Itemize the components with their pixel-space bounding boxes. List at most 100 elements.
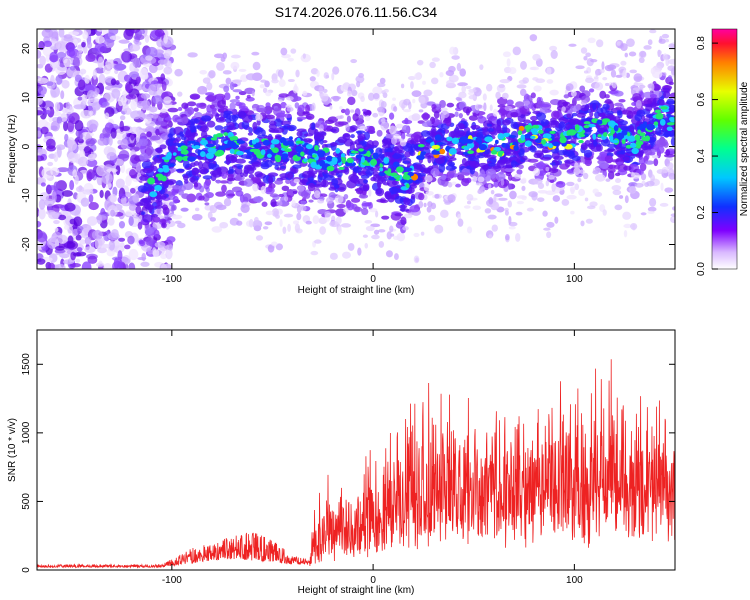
spectrogram-cell [332, 66, 340, 75]
spectrogram-cell [364, 242, 369, 249]
spectrogram-cell [67, 140, 78, 151]
spectrogram-cell [186, 152, 197, 158]
spectrogram-cell [305, 104, 311, 113]
spectrogram-cell [512, 46, 521, 56]
spectrogram-cell [85, 158, 98, 168]
spectrogram-ridge-cell [518, 125, 525, 131]
spectrogram-cell [241, 114, 253, 123]
spectrogram-cell [459, 123, 466, 130]
spectrogram-cell [590, 59, 598, 63]
spectrogram-cell [508, 156, 520, 163]
spectrogram-cell [427, 201, 433, 208]
spectrogram-ridge-cell [350, 150, 359, 154]
spectrogram-cell [303, 133, 314, 137]
spectrogram-cell [271, 78, 279, 84]
spectrogram-ridge-cell [260, 149, 266, 156]
spectrogram-ridge-cell [187, 156, 196, 162]
colorbar-label: Normalized spectral amplitude [739, 81, 750, 216]
spectrogram-ridge-cell [314, 145, 319, 152]
spectrogram-cell [604, 99, 612, 104]
spectrogram-cell [145, 227, 153, 236]
spectrogram-cell [309, 76, 316, 82]
spectrogram-cell [104, 112, 110, 120]
spectrogram-ridge-cell [621, 138, 626, 145]
spectrogram-cell [75, 234, 82, 241]
spectrogram-cell [552, 195, 561, 202]
spectrogram-cell [141, 100, 151, 109]
spectrogram-cell [431, 57, 440, 62]
spectrogram-cell [330, 178, 339, 186]
spectrogram-cell [502, 124, 508, 134]
spectrogram-cell [294, 102, 300, 109]
spectrogram-cell [319, 124, 324, 132]
spectrogram-cell [570, 188, 575, 195]
spectrogram-cell [329, 104, 333, 110]
spectrogram-cell [296, 128, 307, 133]
spectrogram-ridge-cell [448, 148, 457, 155]
spectrogram-cell [40, 126, 49, 135]
spectrogram-cell [458, 113, 463, 119]
spectrogram-cell [62, 259, 75, 265]
spectrogram-cell [262, 226, 269, 230]
spectrogram-cell [351, 89, 358, 97]
spectrogram-cell [302, 90, 308, 96]
spectrogram-ridge-cell [236, 150, 244, 156]
spectrogram-cell [128, 262, 136, 269]
colorbar-tick-label: 0.6 [696, 92, 707, 106]
spectrogram-cell [76, 51, 82, 60]
spectrogram-cell [128, 204, 137, 211]
spectrogram-cell [426, 206, 432, 213]
spectrogram-cell [425, 190, 434, 196]
spectrogram-cell [602, 77, 608, 81]
spectrogram-cell [434, 224, 444, 234]
spectrogram-cell [508, 226, 516, 230]
spectrogram-cell [162, 206, 170, 216]
spectrogram-cell [491, 224, 498, 232]
spectrogram-cell [415, 257, 419, 263]
spectrogram-cell [63, 58, 72, 68]
spectrogram-cell [252, 183, 259, 192]
spectrogram-cell [566, 113, 572, 119]
spectrogram-cell [202, 175, 213, 180]
spectrogram-cell [302, 53, 306, 59]
spectrogram-cell [154, 205, 164, 209]
spectrogram-cell [589, 111, 594, 118]
spectrogram-ridge-cell [402, 174, 409, 180]
spectrogram-cell [314, 128, 319, 137]
spectrogram-cell [438, 163, 446, 173]
spectrogram-ridge-cell [637, 129, 642, 135]
spectrogram-cell [300, 205, 307, 211]
spectrogram-cell [78, 131, 83, 142]
spectrogram-cell [579, 169, 585, 174]
spectrogram-cell [96, 175, 103, 186]
spectrogram-ridge-cell [616, 132, 625, 140]
spectrogram-ridge-cell [274, 154, 281, 160]
spectrogram-cell [163, 34, 168, 44]
spectrogram-cell [360, 174, 370, 179]
spectrogram-cell [526, 207, 534, 212]
spectrogram-cell [54, 263, 66, 269]
spectrogram-cell [88, 202, 99, 211]
spectrogram-cell [361, 207, 369, 216]
spectrogram-cell [311, 122, 316, 131]
spectrogram-cell [628, 51, 637, 57]
spectrogram-ridge-cell [654, 109, 662, 114]
spectrogram-cell [377, 229, 386, 233]
spectrogram-cell [409, 205, 420, 213]
spectrogram-ridge-cell [629, 142, 637, 148]
spectrogram-x-tick-label: -100 [162, 274, 182, 285]
spectrogram-cell [280, 101, 287, 109]
spectrogram-cell [217, 99, 227, 109]
spectrogram-cell [555, 180, 566, 188]
spectrogram-ridge-cell [596, 119, 603, 125]
spectrogram-cell [446, 79, 455, 87]
spectrogram-cell [120, 163, 125, 174]
spectrogram-cell [355, 167, 360, 173]
spectrogram-cell [238, 108, 245, 118]
spectrogram-cell [135, 205, 142, 215]
spectrogram-cell [492, 124, 502, 132]
spectrogram-cell [434, 193, 440, 199]
spectrogram-cell [87, 98, 100, 103]
spectrogram-cell [359, 125, 368, 130]
